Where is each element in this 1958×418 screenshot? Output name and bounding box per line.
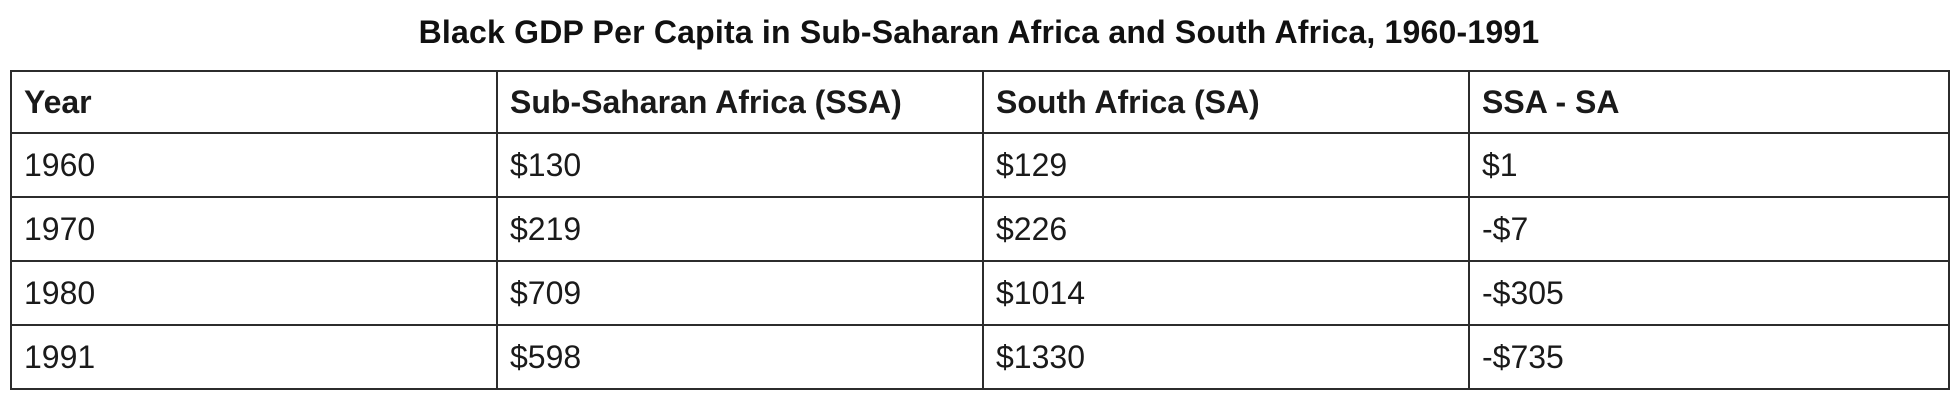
header-row: Year Sub-Saharan Africa (SSA) South Afri… [10,70,1950,134]
header-sa: South Africa (SA) [982,70,1470,134]
table-row: 1991 $598 $1330 -$735 [10,324,1950,390]
cell-diff: -$735 [1468,324,1950,390]
table-title: Black GDP Per Capita in Sub-Saharan Afri… [418,14,1540,50]
table-header: Year Sub-Saharan Africa (SSA) South Afri… [10,70,1950,134]
cell-year: 1991 [10,324,498,390]
gdp-table: Year Sub-Saharan Africa (SSA) South Afri… [10,70,1950,390]
cell-diff: -$305 [1468,260,1950,326]
cell-sa: $226 [982,196,1470,262]
cell-sa: $1014 [982,260,1470,326]
gdp-table-container: Year Sub-Saharan Africa (SSA) South Afri… [10,70,1950,390]
cell-year: 1980 [10,260,498,326]
cell-ssa: $709 [496,260,984,326]
table-body: 1960 $130 $129 $1 1970 $219 $226 -$7 198… [10,132,1950,390]
table-row: 1970 $219 $226 -$7 [10,196,1950,262]
header-year: Year [10,70,498,134]
cell-sa: $129 [982,132,1470,198]
cell-sa: $1330 [982,324,1470,390]
cell-ssa: $219 [496,196,984,262]
cell-year: 1970 [10,196,498,262]
cell-ssa: $130 [496,132,984,198]
table-row: 1980 $709 $1014 -$305 [10,260,1950,326]
cell-year: 1960 [10,132,498,198]
header-ssa: Sub-Saharan Africa (SSA) [496,70,984,134]
table-row: 1960 $130 $129 $1 [10,132,1950,198]
cell-diff: $1 [1468,132,1950,198]
cell-diff: -$7 [1468,196,1950,262]
cell-ssa: $598 [496,324,984,390]
header-ssa-minus-sa: SSA - SA [1468,70,1950,134]
